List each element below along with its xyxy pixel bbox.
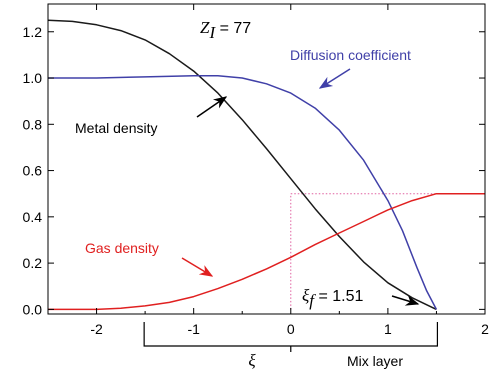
zi-subscript: I [208,23,216,42]
diffusion-label: Diffusion coefficient [290,47,411,63]
diffusion-arrow [318,68,351,89]
plot-frame [47,3,486,315]
series-layer [48,19,485,311]
metal-arrow [196,96,228,118]
xif-value: = 1.51 [314,288,363,305]
y-tick-label: 0.6 [23,163,43,179]
xif-arrow [391,295,420,306]
x-axis-label: ξ [248,351,256,370]
x-tick-label: 1 [384,321,392,337]
zi-value: = 77 [215,20,251,37]
y-tick-label: 1.2 [23,24,43,40]
gas-label: Gas density [85,240,159,256]
series-line-metal-density [48,19,437,311]
y-tick-label: 0.8 [23,116,43,132]
gas-arrow [181,257,214,277]
x-tick-label: 2 [481,321,489,337]
mix-layer-label: Mix layer [347,353,403,369]
y-tick-label: 0.0 [23,301,43,317]
x-ticks: -2 -1 0 1 2 [47,4,489,337]
y-ticks: 0.0 0.2 0.4 0.6 0.8 1.0 1.2 [23,24,485,317]
y-tick-label: 1.0 [23,70,43,86]
xif-annotation: ξf = 1.51 [302,286,363,310]
zi-annotation: ZI = 77 [200,18,251,42]
x-tick-label: 0 [287,321,295,337]
metal-label: Metal density [75,120,157,136]
y-tick-label: 0.4 [23,209,43,225]
x-tick-label: -1 [187,321,200,337]
y-tick-label: 0.2 [23,255,43,271]
series-line-diffusion-coefficient [48,74,438,310]
series-line-gas-density [48,192,485,311]
zi-symbol: Z [200,18,210,37]
xif-symbol: ξ [302,286,310,305]
mix-layer-bracket [143,322,439,352]
xif-subscript: f [309,291,316,310]
x-tick-label: -2 [90,321,103,337]
